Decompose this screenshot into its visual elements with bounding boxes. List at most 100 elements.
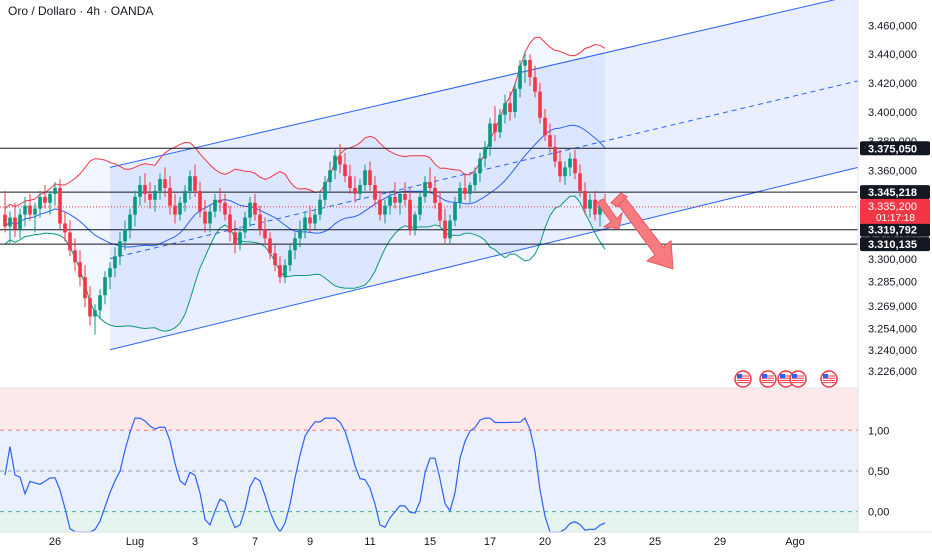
time-axis-tick-label: 9 xyxy=(307,536,313,548)
level-price-tag xyxy=(860,185,930,200)
price-axis-tick-label: 3.420,000 xyxy=(868,78,917,90)
time-axis-tick-label: 7 xyxy=(252,536,258,548)
candle-body xyxy=(593,199,597,215)
time-axis-tick-label: Ago xyxy=(785,536,805,548)
candle-body xyxy=(513,88,517,112)
candle-body xyxy=(218,199,222,203)
candle-body xyxy=(578,173,582,191)
candle-body xyxy=(488,123,492,147)
candle-body xyxy=(343,164,347,177)
candle-body xyxy=(408,199,412,230)
us-flag-icon-ring xyxy=(734,370,752,388)
candle-body xyxy=(243,217,247,233)
candle-body xyxy=(318,199,322,215)
candle-body xyxy=(468,185,472,194)
time-axis-tick-label: 23 xyxy=(594,536,606,548)
time-axis-tick-label: 25 xyxy=(649,536,661,548)
bollinger-fill xyxy=(5,37,605,332)
candle-body xyxy=(438,202,442,221)
current-price-label: 3.335,200 xyxy=(868,201,917,213)
candle-body xyxy=(443,220,447,239)
candle-body xyxy=(98,295,102,311)
us-flag-icon-ring xyxy=(789,370,807,388)
main-pane-bg xyxy=(0,0,858,388)
candle-body xyxy=(388,196,392,206)
price-axis-tick-label: 3.460,000 xyxy=(868,21,917,33)
candle-body xyxy=(203,211,207,224)
candle-body xyxy=(363,170,367,186)
candle-body xyxy=(108,268,112,278)
candle-body xyxy=(493,123,497,133)
candle-body xyxy=(253,202,257,215)
us-flag-event-icon xyxy=(759,370,777,388)
candle-body xyxy=(518,65,522,89)
candle-body xyxy=(93,310,97,317)
us-flag-icon-canton xyxy=(762,374,767,378)
candle-body xyxy=(8,217,12,227)
candle-body xyxy=(528,59,532,78)
candle-body xyxy=(88,298,92,317)
candle-body xyxy=(583,190,587,209)
candle-body xyxy=(373,185,377,200)
time-axis-tick-label: Lug xyxy=(126,536,144,548)
candle-body xyxy=(428,182,432,188)
level-price-label: 3.345,218 xyxy=(868,187,917,199)
price-axis-tick-label: 3.400,000 xyxy=(868,107,917,119)
us-flag-icon-canton xyxy=(737,374,742,378)
candle-body xyxy=(73,250,77,263)
candle-body xyxy=(38,196,42,209)
candle-body xyxy=(53,187,57,194)
candle-body xyxy=(288,250,292,266)
time-axis-tick-label: 20 xyxy=(539,536,551,548)
time-axis-tick-label: 11 xyxy=(364,536,375,548)
price-axis-tick-label: 3.254,000 xyxy=(868,324,917,336)
candle-body xyxy=(228,214,232,233)
time-axis-tick-label: 15 xyxy=(424,536,436,548)
candle-body xyxy=(433,187,437,203)
candle-body xyxy=(573,158,577,174)
candle-body xyxy=(478,158,482,174)
channel-upper-line xyxy=(109,0,836,168)
candle-body xyxy=(263,229,267,239)
candle-body xyxy=(503,103,507,115)
candle-body xyxy=(393,196,397,203)
candle-body xyxy=(258,214,262,230)
oscillator-line xyxy=(4,417,606,534)
oscillator-axis-tick-label: 0,50 xyxy=(868,466,889,478)
level-price-tag xyxy=(860,141,930,156)
candle-body xyxy=(103,277,107,296)
time-axis-tick-label: 26 xyxy=(49,536,61,548)
candle-body xyxy=(23,205,27,215)
candle-body xyxy=(338,155,342,165)
price-axis-tick-label: 3.285,000 xyxy=(868,277,917,289)
candle-body xyxy=(233,232,237,245)
candle-body xyxy=(173,205,177,215)
osc-oversold-zone xyxy=(0,511,858,532)
candle-body xyxy=(133,196,137,215)
us-flag-event-icon xyxy=(820,370,838,388)
candle-body xyxy=(163,179,167,188)
candle-body xyxy=(3,214,7,227)
current-price-tag xyxy=(860,198,930,224)
candle-body xyxy=(543,117,547,136)
us-flag-icon-canton xyxy=(823,374,828,378)
candle-body xyxy=(223,202,227,215)
us-flag-icon-ring xyxy=(759,370,777,388)
candle-body xyxy=(208,211,212,224)
candle-body xyxy=(558,161,562,177)
candle-body xyxy=(508,103,512,112)
price-axis-tick-label: 3.240,000 xyxy=(868,345,917,357)
candle-body xyxy=(68,232,72,251)
candle-body xyxy=(138,185,142,197)
candle-body xyxy=(588,199,592,209)
candle-body xyxy=(248,202,252,218)
candle-body xyxy=(198,190,202,212)
us-flag-event-icon xyxy=(789,370,807,388)
candle-body xyxy=(368,170,372,186)
candle-body xyxy=(553,146,557,162)
candle-body xyxy=(63,223,67,233)
candle-body xyxy=(278,265,282,278)
candle-body xyxy=(153,190,157,200)
